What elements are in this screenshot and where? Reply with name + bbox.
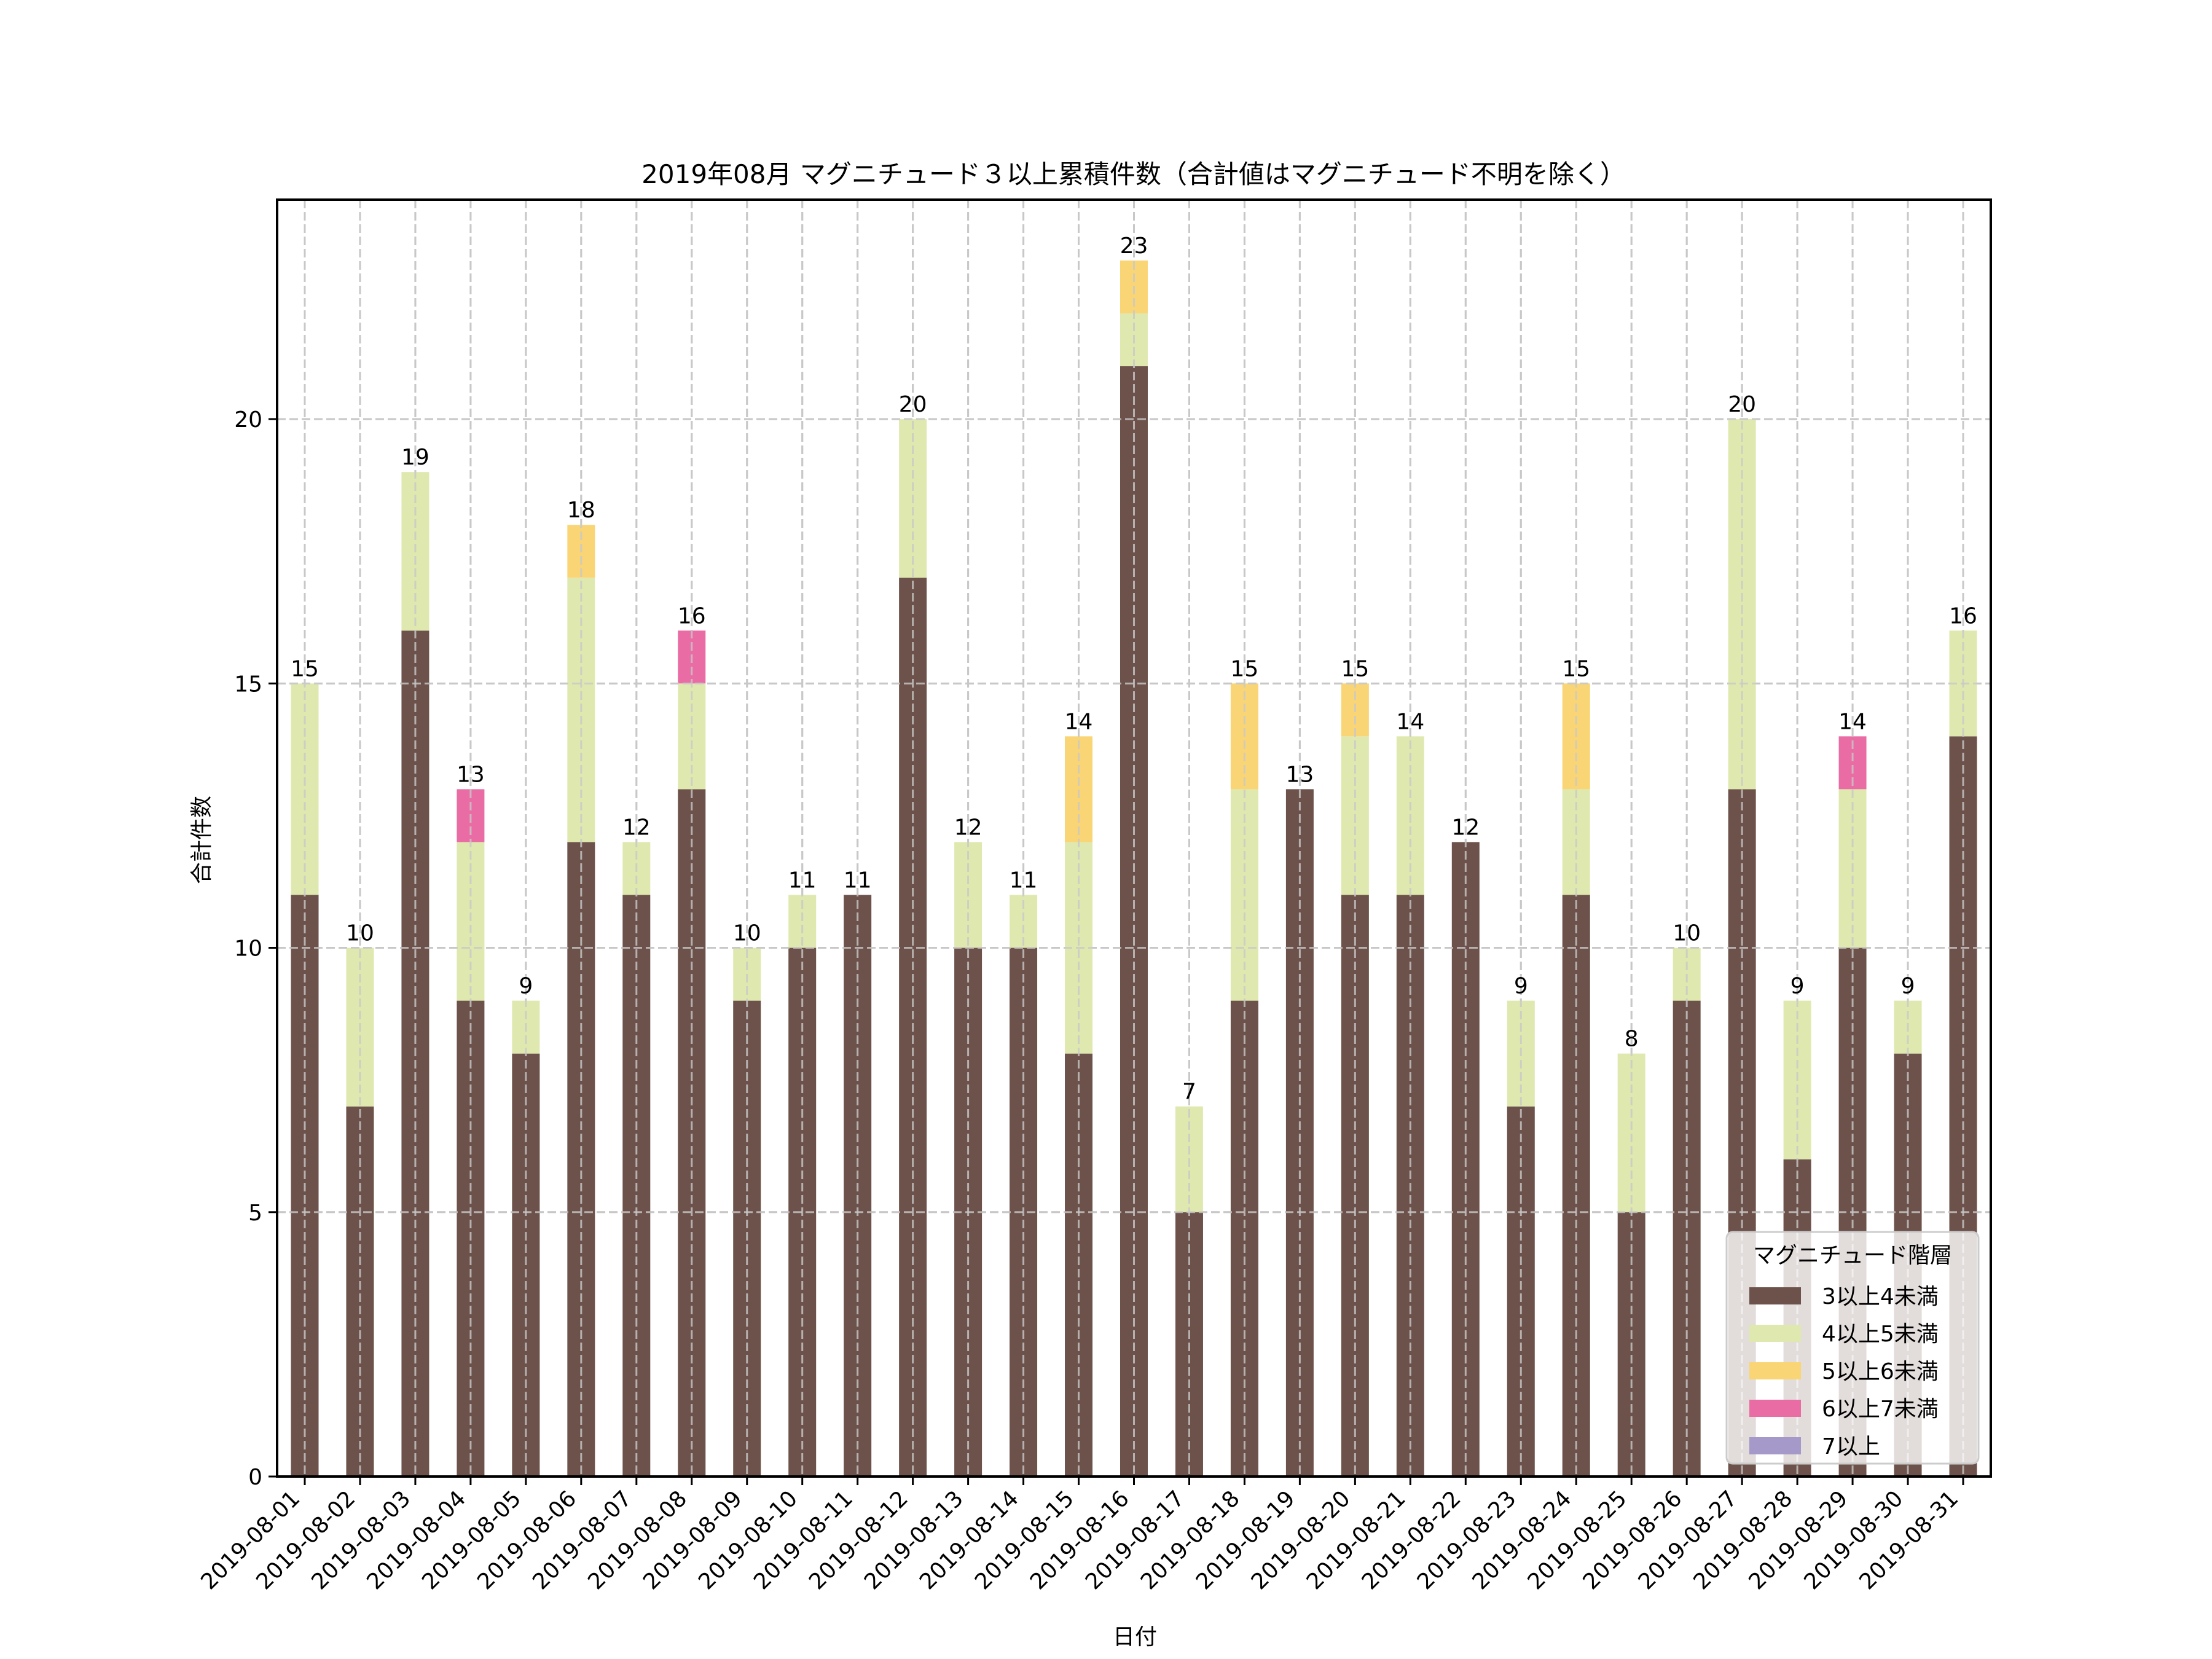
legend-title: マグニチュード階層 (1753, 1243, 1952, 1268)
y-tick-label: 5 (248, 1201, 262, 1226)
legend-swatch (1749, 1437, 1801, 1454)
data-label: 10 (1673, 921, 1701, 946)
data-label: 14 (1396, 709, 1424, 734)
y-tick-label: 0 (248, 1465, 262, 1490)
legend-label: 4以上5未満 (1822, 1322, 1939, 1347)
data-label: 11 (788, 868, 817, 893)
legend-label: 7以上 (1822, 1434, 1880, 1459)
bar-segment (1728, 419, 1756, 790)
legend-label: 5以上6未満 (1822, 1359, 1939, 1384)
legend-label: 3以上4未満 (1822, 1284, 1939, 1309)
data-label: 10 (733, 921, 761, 946)
data-labels: 15 10 19 13 9 18 12 16 10 11 11 20 12 11 14 23 7 15 13 15 14… (291, 233, 1977, 1105)
data-label: 16 (1949, 603, 1977, 629)
bar-segment (1507, 1106, 1535, 1477)
data-label: 8 (1625, 1027, 1639, 1052)
data-label: 9 (1901, 974, 1915, 999)
y-tick-label: 10 (234, 936, 262, 962)
data-label: 12 (622, 815, 651, 840)
bar-segment (346, 1106, 374, 1477)
data-label: 13 (457, 762, 485, 787)
bar-segment (1065, 736, 1093, 842)
data-label: 7 (1182, 1080, 1196, 1105)
data-label: 12 (1451, 815, 1480, 840)
legend-label: 6以上7未満 (1822, 1397, 1939, 1422)
data-label: 9 (1514, 974, 1528, 999)
data-label: 19 (401, 445, 429, 470)
legend-swatch (1749, 1400, 1801, 1417)
legend-swatch (1749, 1362, 1801, 1379)
legend-items: 3以上4未満 4以上5未満 5以上6未満 6以上7未満 7以上 (1749, 1284, 1939, 1459)
data-label: 11 (1010, 868, 1038, 893)
data-label: 15 (1231, 656, 1259, 681)
data-label: 15 (291, 656, 319, 681)
y-tick-label: 15 (234, 672, 262, 697)
data-label: 15 (1341, 656, 1369, 681)
data-label: 18 (567, 498, 595, 523)
data-label: 14 (1838, 709, 1867, 734)
y-axis-label: 合計件数 (189, 796, 214, 884)
x-axis-label: 日付 (1113, 1625, 1157, 1650)
legend-swatch (1749, 1325, 1801, 1342)
data-label: 15 (1562, 656, 1590, 681)
y-tick-label: 20 (234, 407, 262, 433)
data-label: 11 (844, 868, 872, 893)
data-label: 13 (1285, 762, 1314, 787)
data-label: 20 (899, 392, 927, 417)
y-axis: 0 5 10 15 20 (234, 407, 277, 1490)
data-label: 14 (1065, 709, 1093, 734)
data-label: 9 (519, 974, 533, 999)
legend-swatch (1749, 1287, 1801, 1304)
chart-title: 2019年08月 マグニチュード３以上累積件数（合計値はマグニチュード不明を除く… (641, 159, 1626, 189)
bar-segment (291, 683, 319, 895)
data-label: 16 (678, 603, 706, 629)
data-label: 12 (954, 815, 982, 840)
data-label: 20 (1728, 392, 1756, 417)
vertical-grid-overlay (277, 200, 1991, 1478)
data-label: 10 (346, 921, 374, 946)
legend: マグニチュード階層 3以上4未満 4以上5未満 5以上6未満 6以上7未満 7以上 (1725, 1231, 1980, 1465)
data-label: 23 (1120, 233, 1148, 259)
data-label: 9 (1790, 974, 1805, 999)
